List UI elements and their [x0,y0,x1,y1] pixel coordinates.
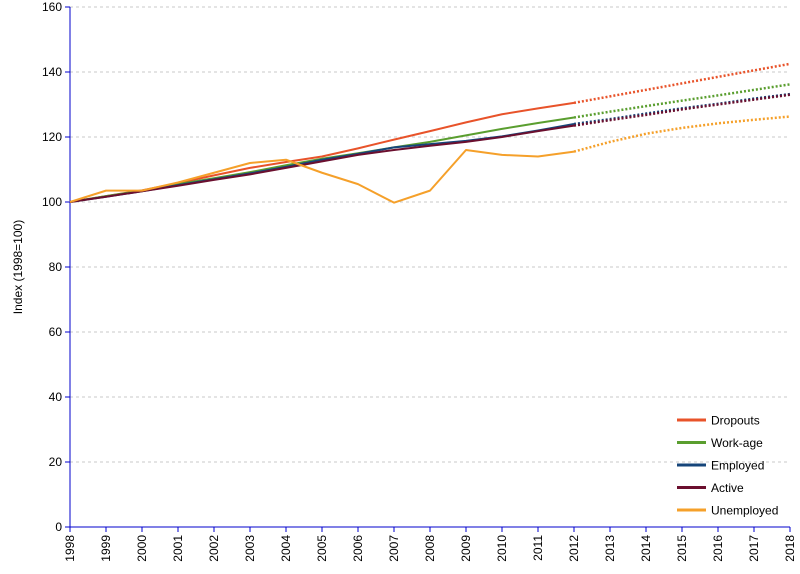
y-tick-label: 140 [42,65,62,79]
x-tick-label: 2000 [135,535,149,562]
x-tick-label: 2008 [423,535,437,562]
legend-label: Dropouts [711,414,760,428]
legend-label: Unemployed [711,504,778,518]
y-axis-title: Index (1998=100) [11,220,25,314]
legend-label: Work-age [711,436,763,450]
x-tick-label: 2014 [639,535,653,562]
y-tick-label: 160 [42,0,62,14]
series-line-dropouts [69,101,575,203]
x-tick-label: 2004 [279,535,293,562]
x-tick-label: 2006 [351,535,365,562]
series-line-unemployed [69,149,575,204]
y-tick-label: 120 [42,130,62,144]
x-tick-label: 2001 [171,535,185,562]
x-tick-label: 2010 [495,535,509,562]
y-tick-label: 20 [49,455,63,469]
x-tick-label: 2016 [711,535,725,562]
y-tick-label: 80 [49,260,63,274]
y-tick-label: 40 [49,390,63,404]
x-tick-labels: 1998 1999 2000 2001 2002 2003 2004 2005 2006 2007… [63,527,797,562]
legend-label: Active [711,481,744,495]
series-projection-unemployed [573,115,791,153]
x-tick-label: 2017 [747,535,761,562]
series-lines [69,62,791,204]
series-line-active [69,124,575,203]
x-tick-label: 2013 [603,535,617,562]
x-tick-label: 2012 [567,535,581,562]
x-tick-label: 2009 [459,535,473,562]
x-tick-label: 2003 [243,535,257,562]
y-tick-label: 60 [49,325,63,339]
x-tick-label: 2007 [387,535,401,562]
series-projection-active [573,93,791,127]
x-tick-label: 2002 [207,535,221,562]
x-tick-label: 2018 [783,535,797,562]
legend: Dropouts Work-age Employed Active Unemployed [677,414,778,518]
series-projection-work-age [573,83,791,119]
y-tick-label: 100 [42,195,62,209]
series-projection-dropouts [573,62,791,105]
y-tick-label: 0 [55,520,62,534]
grid-lines [70,6,790,463]
x-tick-label: 2011 [531,535,545,561]
x-tick-label: 1999 [99,535,113,562]
legend-label: Employed [711,459,764,473]
y-tick-labels: 0 20 40 60 80 100 120 140 160 [42,0,70,534]
x-tick-label: 1998 [63,535,77,562]
x-tick-label: 2015 [675,535,689,562]
x-tick-label: 2005 [315,535,329,562]
